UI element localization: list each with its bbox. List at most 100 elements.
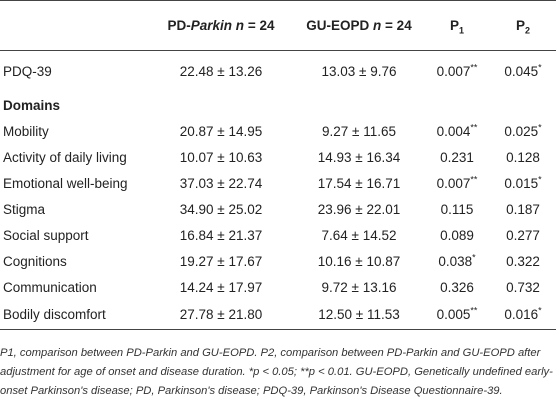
- p2-significance: *: [538, 174, 542, 185]
- gu-eopd-cell-value: 13.03 ± 9.76: [321, 64, 397, 80]
- p2-cell-value: 0.128: [506, 150, 540, 165]
- p2-cell: 0.128: [490, 145, 556, 171]
- gu-eopd-cell-value: 14.93 ± 16.34: [317, 150, 401, 165]
- header-p2-sub: 2: [525, 25, 531, 36]
- table-row: Bodily discomfort 27.78 ± 21.80 12.50 ± 11…: [0, 300, 556, 330]
- header-gu-eopd: GU-EOPD n = 24: [294, 0, 424, 51]
- gu-eopd-cell-value: 23.96 ± 22.01: [317, 202, 401, 217]
- p2-cell-value: 0.322: [506, 254, 540, 269]
- pd-parkin-cell: 20.87 ± 14.95: [148, 119, 294, 145]
- pd-parkin-cell-value: 14.24 ± 17.97: [179, 280, 263, 295]
- row-label-value: Communication: [3, 280, 97, 295]
- header-p2: P2: [490, 0, 556, 51]
- table-row: Social support 16.84 ± 21.37 7.64 ± 14.52 0…: [0, 223, 556, 249]
- p2-cell-value: 0.016: [504, 307, 539, 322]
- row-label: Communication: [0, 275, 148, 301]
- row-label: Cognitions: [0, 249, 148, 275]
- p1-significance: **: [470, 62, 478, 73]
- p2-cell: 0.025*: [490, 119, 556, 145]
- gu-eopd-cell: 14.93 ± 16.34: [294, 145, 424, 171]
- pd-parkin-cell: 19.27 ± 17.67: [148, 249, 294, 275]
- gu-eopd-cell: 13.03 ± 9.76: [294, 51, 424, 93]
- gu-eopd-cell-value: 7.64 ± 14.52: [321, 228, 397, 243]
- p2-cell-value: 0.025: [504, 124, 539, 139]
- p1-cell: 0.007**: [424, 51, 490, 93]
- header-gu-suffix: = 24: [381, 18, 412, 33]
- p1-cell-value: 0.115: [440, 202, 474, 217]
- pd-parkin-cell-value: 22.48 ± 13.26: [179, 64, 263, 80]
- pd-parkin-cell-value: 27.78 ± 21.80: [179, 307, 263, 322]
- pd-parkin-cell: 34.90 ± 25.02: [148, 197, 294, 223]
- p1-significance: **: [470, 174, 478, 185]
- p1-cell: 0.326: [424, 275, 490, 301]
- row-label-value: Social support: [3, 228, 89, 243]
- p2-cell: 0.016*: [490, 300, 556, 330]
- gu-eopd-cell-value: 10.16 ± 10.87: [317, 254, 401, 269]
- row-label-value: Emotional well-being: [3, 176, 128, 191]
- header-row: PD-Parkin n = 24 GU-EOPD n = 24 P1 P2: [0, 0, 556, 51]
- gu-eopd-cell: 23.96 ± 22.01: [294, 197, 424, 223]
- p1-cell-value: 0.089: [440, 228, 474, 243]
- row-label: Bodily discomfort: [0, 300, 148, 330]
- gu-eopd-cell: 17.54 ± 16.71: [294, 171, 424, 197]
- gu-eopd-cell: 10.16 ± 10.87: [294, 249, 424, 275]
- row-label-value: PDQ-39: [3, 64, 52, 80]
- gu-eopd-cell: 7.64 ± 14.52: [294, 223, 424, 249]
- p2-cell: 0.045*: [490, 51, 556, 93]
- pd-parkin-cell-value: 37.03 ± 22.74: [179, 176, 263, 191]
- pd-parkin-cell-value: 16.84 ± 21.37: [179, 228, 263, 243]
- pd-parkin-cell-value: 19.27 ± 17.67: [179, 254, 263, 269]
- table-row: PDQ-39 22.48 ± 13.26 13.03 ± 9.76 0.007** 0.…: [0, 51, 556, 93]
- pd-parkin-cell: 16.84 ± 21.37: [148, 223, 294, 249]
- header-pd-parkin: PD-Parkin n = 24: [148, 0, 294, 51]
- row-label: Emotional well-being: [0, 171, 148, 197]
- p1-significance: **: [470, 305, 478, 316]
- pd-parkin-cell: 10.07 ± 10.63: [148, 145, 294, 171]
- gu-eopd-cell: 12.50 ± 11.53: [294, 300, 424, 330]
- p1-significance: **: [470, 122, 478, 133]
- table-row: Cognitions 19.27 ± 17.67 10.16 ± 10.87 0.03…: [0, 249, 556, 275]
- row-label: Activity of daily living: [0, 145, 148, 171]
- gu-eopd-cell-value: 9.27 ± 11.65: [322, 124, 396, 139]
- p1-cell-value: 0.005: [436, 307, 471, 322]
- gu-eopd-cell: 9.27 ± 11.65: [294, 119, 424, 145]
- gu-eopd-cell-value: 12.50 ± 11.53: [318, 307, 400, 322]
- p1-significance: *: [472, 252, 476, 263]
- header-gu-italic: n: [373, 18, 382, 33]
- p2-cell: 0.187: [490, 197, 556, 223]
- table-footnote: P1, comparison between PD-Parkin and GU-…: [0, 346, 553, 397]
- pdq39-comparison-table: PD-Parkin n = 24 GU-EOPD n = 24 P1 P2 PD…: [0, 0, 556, 330]
- table-body: PDQ-39 22.48 ± 13.26 13.03 ± 9.76 0.007** 0.…: [0, 51, 556, 330]
- p2-cell-value: 0.045: [504, 64, 539, 80]
- pd-parkin-cell: 27.78 ± 21.80: [148, 300, 294, 330]
- p1-cell: 0.007**: [424, 171, 490, 197]
- p1-cell: 0.038*: [424, 249, 490, 275]
- p1-cell-value: 0.007: [436, 176, 471, 191]
- p2-cell-value: 0.277: [506, 228, 540, 243]
- p1-cell-value: 0.038: [438, 254, 473, 269]
- p2-significance: *: [538, 62, 542, 73]
- p1-cell: 0.231: [424, 145, 490, 171]
- gu-eopd-cell-value: 9.72 ± 13.16: [321, 280, 397, 295]
- header-p1: P1: [424, 0, 490, 51]
- pd-parkin-cell: 22.48 ± 13.26: [148, 51, 294, 93]
- row-label-value: Activity of daily living: [3, 150, 127, 165]
- row-label: Stigma: [0, 197, 148, 223]
- row-label-value: Stigma: [3, 202, 46, 217]
- p1-cell: 0.089: [424, 223, 490, 249]
- p2-cell-value: 0.015: [504, 176, 539, 191]
- table-row: Activity of daily living 10.07 ± 10.63 14.…: [0, 145, 556, 171]
- row-label: Social support: [0, 223, 148, 249]
- table-row: Communication 14.24 ± 17.97 9.72 ± 13.16 0.…: [0, 275, 556, 301]
- p1-cell-value: 0.007: [436, 64, 471, 80]
- p1-cell: 0.115: [424, 197, 490, 223]
- pd-parkin-cell-value: 10.07 ± 10.63: [179, 150, 263, 165]
- pd-parkin-cell: 14.24 ± 17.97: [148, 275, 294, 301]
- p2-cell: 0.277: [490, 223, 556, 249]
- p2-significance: *: [538, 122, 542, 133]
- p1-cell-value: 0.231: [440, 150, 474, 165]
- row-label-value: Mobility: [3, 124, 49, 139]
- pd-parkin-cell-value: 34.90 ± 25.02: [179, 202, 263, 217]
- section-label: Domains: [3, 98, 61, 113]
